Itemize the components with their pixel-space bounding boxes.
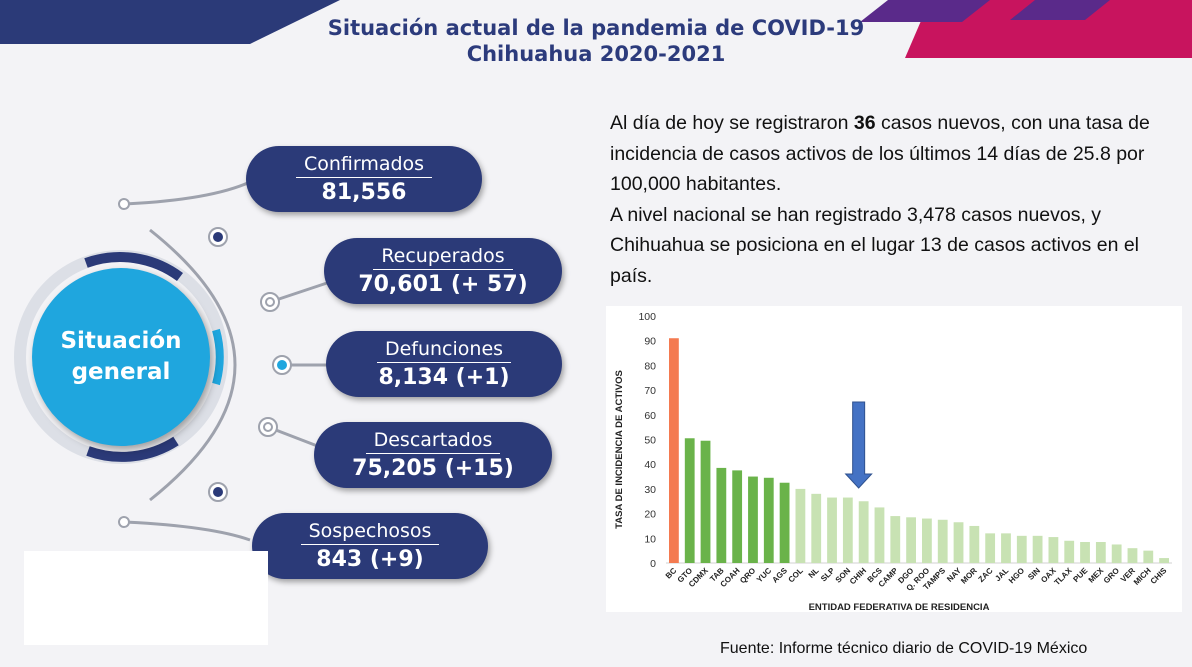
center-label-line2: general xyxy=(71,359,171,385)
header-decoration xyxy=(0,0,1192,58)
x-tick-label: YUC xyxy=(755,566,773,584)
x-tick-label: COL xyxy=(787,566,805,584)
summary-text: Al día de hoy se registraron 36 casos nu… xyxy=(610,108,1185,291)
y-tick-label: 30 xyxy=(644,484,656,496)
y-tick-label: 10 xyxy=(644,533,656,545)
bar-son xyxy=(842,497,853,563)
p1-new-cases: 36 xyxy=(853,112,876,134)
bar-pue xyxy=(1080,542,1090,563)
bar-cdmx xyxy=(700,440,711,563)
x-tick-label: AGS xyxy=(770,566,789,585)
page-title: Situación actual de la pandemia de COVID… xyxy=(327,16,865,40)
card-recuperados: Recuperados 70,601 (+ 57) xyxy=(324,238,562,304)
bar-tlax xyxy=(1064,540,1075,563)
incidence-bar-chart: 0102030405060708090100BCGTOCDMXTABCOAHQR… xyxy=(614,311,1172,613)
card-label: Sospechosos xyxy=(300,520,440,545)
x-tick-label: SLP xyxy=(819,566,837,584)
card-label: Descartados xyxy=(365,429,501,454)
paragraph-2: A nivel nacional se han registrado 3,478… xyxy=(610,203,1140,287)
card-label: Defunciones xyxy=(376,338,512,363)
card-sospechosos: Sospechosos 843 (+9) xyxy=(252,513,488,579)
bar-oax xyxy=(1048,537,1059,563)
y-tick-label: 70 xyxy=(644,385,656,397)
bar-tamps xyxy=(937,519,948,563)
bar-mor xyxy=(969,525,980,563)
bar-qroo xyxy=(922,518,932,563)
bar-bcs xyxy=(874,507,885,563)
page-subtitle: Chihuahua 2020-2021 xyxy=(466,42,726,66)
card-label: Confirmados xyxy=(295,153,433,178)
y-tick-label: 90 xyxy=(644,336,656,348)
y-tick-label: 20 xyxy=(644,509,656,521)
card-descartados: Descartados 75,205 (+15) xyxy=(314,422,552,488)
x-tick-label: MEX xyxy=(1087,566,1106,585)
x-tick-label: CHIS xyxy=(1149,566,1169,586)
card-value: 75,205 (+15) xyxy=(352,456,514,481)
bar-camp xyxy=(890,516,901,563)
y-tick-label: 50 xyxy=(644,435,656,447)
center-label-line1: Situación xyxy=(60,328,182,354)
y-axis-label: TASA DE INCIDENCIA DE ACTIVOS xyxy=(614,370,625,529)
card-confirmados: Confirmados 81,556 xyxy=(246,146,482,212)
y-tick-label: 100 xyxy=(638,311,656,323)
situation-general-circle: Situación general xyxy=(32,268,210,446)
x-tick-label: CHIH xyxy=(848,566,868,586)
p1-text-a: Al día de hoy se registraron xyxy=(610,112,854,134)
bar-bc xyxy=(669,338,679,563)
y-tick-label: 0 xyxy=(650,558,656,570)
bar-sin xyxy=(1032,535,1043,563)
x-tick-label: HGO xyxy=(1007,566,1026,585)
card-defunciones: Defunciones 8,134 (+1) xyxy=(326,331,562,397)
bar-slp xyxy=(827,497,837,563)
x-axis-label: ENTIDAD FEDERATIVA DE RESIDENCIA xyxy=(809,602,990,612)
x-tick-label: TLAX xyxy=(1052,566,1074,588)
bar-tab xyxy=(716,467,727,563)
bar-hgo xyxy=(1016,535,1027,563)
paragraph-1: Al día de hoy se registraron 36 casos nu… xyxy=(610,108,1185,200)
bar-ver xyxy=(1127,548,1138,563)
bar-nl xyxy=(811,493,822,563)
summary-connectors xyxy=(14,180,332,542)
x-tick-label: GRO xyxy=(1102,566,1121,585)
bar-yuc xyxy=(763,477,774,563)
x-tick-label: ZAC xyxy=(977,566,995,584)
chart-container: 0 10 20 30 40 50 60 70 80 90 100 BC GTO CDMX TAB COAH QR… xyxy=(606,306,1182,613)
card-value: 70,601 (+ 57) xyxy=(358,272,528,297)
bar-mich xyxy=(1143,550,1154,563)
card-value: 81,556 xyxy=(321,180,407,205)
p1-text-c: casos nuevos, con una tasa de incidencia… xyxy=(610,112,1150,195)
bar-gro xyxy=(1111,544,1122,563)
x-tick-label: QRO xyxy=(738,566,757,585)
x-tick-label: MOR xyxy=(959,566,979,586)
blank-panel xyxy=(24,551,268,645)
card-value: 8,134 (+1) xyxy=(378,365,510,390)
bar-chis xyxy=(1159,558,1169,563)
bar-nay xyxy=(953,522,964,563)
highlight-arrow xyxy=(844,401,873,489)
y-tick-label: 40 xyxy=(644,459,656,471)
bar-col xyxy=(795,488,806,563)
bar-chih xyxy=(858,501,869,563)
bar-gto xyxy=(684,438,695,563)
card-value: 843 (+9) xyxy=(316,547,424,572)
bar-jal xyxy=(1001,533,1011,563)
source-note: Fuente: Informe técnico diario de COVID-… xyxy=(720,640,1088,657)
y-tick-label: 80 xyxy=(644,360,656,372)
bar-ags xyxy=(779,482,790,563)
bar-qro xyxy=(748,476,758,563)
y-tick-label: 60 xyxy=(644,410,656,422)
x-tick-label: PUE xyxy=(1071,566,1089,584)
bar-mex xyxy=(1095,542,1106,563)
card-label: Recuperados xyxy=(373,245,513,270)
x-tick-label: MICH xyxy=(1132,566,1153,587)
bar-zac xyxy=(985,533,996,563)
bar-coah xyxy=(732,470,743,563)
bar-dgo xyxy=(906,517,916,563)
